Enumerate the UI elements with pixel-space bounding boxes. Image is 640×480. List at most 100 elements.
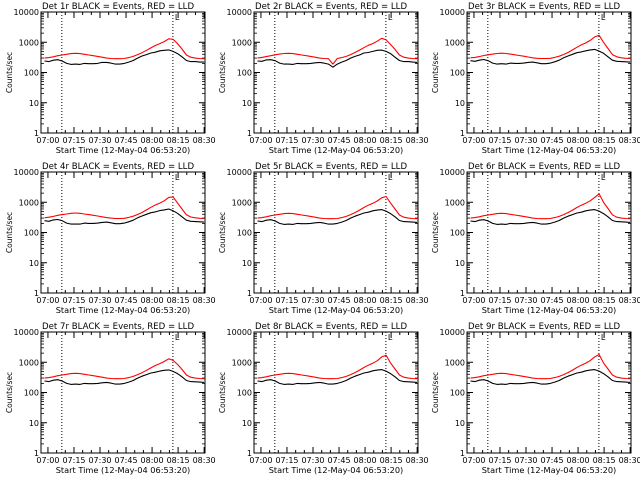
corner-mark: L: [601, 173, 606, 182]
y-tick-label: 1000: [232, 358, 252, 367]
x-tick-label: 08:15: [380, 136, 403, 145]
x-tick-label: 08:00: [141, 456, 164, 465]
x-tick-label: 07:30: [514, 456, 537, 465]
plot-frame: [40, 171, 206, 294]
y-axis-label: Counts/sec: [218, 372, 227, 413]
x-tick-label: 08:30: [619, 296, 640, 305]
panel-title: Det 7r BLACK = Events, RED = LLD: [42, 322, 194, 332]
y-axis-label: Counts/sec: [431, 212, 440, 253]
corner-mark: L: [601, 333, 606, 342]
x-tick-label: 08:30: [193, 456, 216, 465]
x-tick-label: 07:30: [88, 296, 111, 305]
x-tick-label: 07:15: [275, 296, 298, 305]
x-tick-label: 08:30: [406, 456, 429, 465]
x-tick-label: 07:00: [462, 296, 485, 305]
plot-frame: [253, 11, 419, 134]
y-tick-label: 10000: [14, 168, 39, 177]
y-tick-label: 1: [247, 129, 252, 138]
x-axis-label: Start Time (12-May-04 06:53:20): [269, 465, 404, 475]
plot-frame: [40, 331, 206, 454]
plot-frame: [40, 11, 206, 134]
x-tick-label: 07:45: [115, 296, 138, 305]
corner-mark: L: [175, 333, 180, 342]
series-events: [470, 209, 631, 225]
plot-frame: [253, 331, 419, 454]
panel-3: Det 3r BLACK = Events, RED = LLD 1 10 100 10…: [431, 2, 640, 155]
x-tick-label: 07:15: [488, 136, 511, 145]
series-events: [44, 369, 205, 385]
y-tick-label: 1000: [19, 198, 39, 207]
x-tick-label: 08:15: [167, 296, 190, 305]
y-tick-label: 10: [455, 259, 465, 268]
y-tick-label: 1: [34, 129, 39, 138]
panel-title: Det 2r BLACK = Events, RED = LLD: [255, 2, 407, 12]
x-tick-label: 07:30: [301, 296, 324, 305]
y-tick-label: 100: [450, 389, 465, 398]
y-tick-label: 10000: [440, 328, 465, 337]
x-tick-label: 08:15: [593, 456, 616, 465]
x-tick-label: 07:00: [36, 296, 59, 305]
x-axis-label: Start Time (12-May-04 06:53:20): [482, 305, 617, 315]
x-tick-label: 08:30: [406, 296, 429, 305]
y-tick-label: 1: [460, 449, 465, 458]
panel-5: Det 5r BLACK = Events, RED = LLD 1 10 100 10…: [218, 162, 429, 315]
x-tick-label: 07:00: [249, 456, 272, 465]
x-tick-label: 07:30: [301, 136, 324, 145]
x-tick-label: 07:45: [328, 136, 351, 145]
series-lld: [470, 193, 631, 220]
x-tick-label: 08:00: [567, 456, 590, 465]
corner-mark: L: [388, 173, 393, 182]
x-tick-label: 08:30: [193, 136, 216, 145]
y-tick-label: 1: [34, 289, 39, 298]
series-events: [470, 369, 631, 385]
x-tick-label: 07:15: [488, 296, 511, 305]
y-axis-label: Counts/sec: [431, 372, 440, 413]
x-tick-label: 08:15: [167, 136, 190, 145]
y-tick-label: 1: [460, 289, 465, 298]
y-tick-label: 1000: [19, 358, 39, 367]
series-lld: [470, 34, 631, 60]
panel-title: Det 1r BLACK = Events, RED = LLD: [42, 2, 194, 12]
x-axis-label: Start Time (12-May-04 06:53:20): [56, 145, 191, 155]
y-tick-label: 100: [450, 69, 465, 78]
panel-1: Det 1r BLACK = Events, RED = LLD 1 10 100 10…: [5, 2, 216, 155]
panel-8: Det 8r BLACK = Events, RED = LLD 1 10 100 10…: [218, 322, 429, 475]
y-tick-label: 1000: [445, 198, 465, 207]
x-tick-label: 08:00: [141, 296, 164, 305]
y-tick-label: 100: [24, 229, 39, 238]
y-tick-label: 10000: [440, 8, 465, 17]
y-tick-label: 100: [24, 389, 39, 398]
corner-mark: L: [601, 13, 606, 22]
x-tick-label: 07:00: [462, 136, 485, 145]
x-axis-label: Start Time (12-May-04 06:53:20): [56, 465, 191, 475]
plot-frame: [253, 171, 419, 294]
x-tick-label: 07:45: [328, 456, 351, 465]
corner-mark: L: [388, 13, 393, 22]
x-tick-label: 07:15: [62, 296, 85, 305]
y-tick-label: 10: [455, 419, 465, 428]
series-lld: [257, 195, 418, 220]
y-tick-label: 1: [247, 289, 252, 298]
x-tick-label: 08:00: [141, 136, 164, 145]
x-tick-label: 07:30: [514, 296, 537, 305]
x-tick-label: 07:30: [88, 136, 111, 145]
panel-4: Det 4r BLACK = Events, RED = LLD 1 10 100 10…: [5, 162, 216, 315]
y-tick-label: 10: [242, 99, 252, 108]
y-tick-label: 100: [237, 389, 252, 398]
y-tick-label: 10000: [440, 168, 465, 177]
series-events: [257, 49, 418, 68]
series-lld: [257, 354, 418, 380]
x-tick-label: 08:15: [380, 296, 403, 305]
y-axis-label: Counts/sec: [218, 212, 227, 253]
y-axis-label: Counts/sec: [218, 52, 227, 93]
series-lld: [44, 196, 205, 220]
x-tick-label: 07:00: [249, 296, 272, 305]
y-tick-label: 1: [460, 129, 465, 138]
panel-title: Det 4r BLACK = Events, RED = LLD: [42, 162, 194, 172]
x-tick-label: 08:30: [406, 136, 429, 145]
series-lld: [257, 37, 418, 65]
x-tick-label: 07:15: [62, 456, 85, 465]
panel-title: Det 9r BLACK = Events, RED = LLD: [468, 322, 620, 332]
x-tick-label: 07:15: [488, 456, 511, 465]
